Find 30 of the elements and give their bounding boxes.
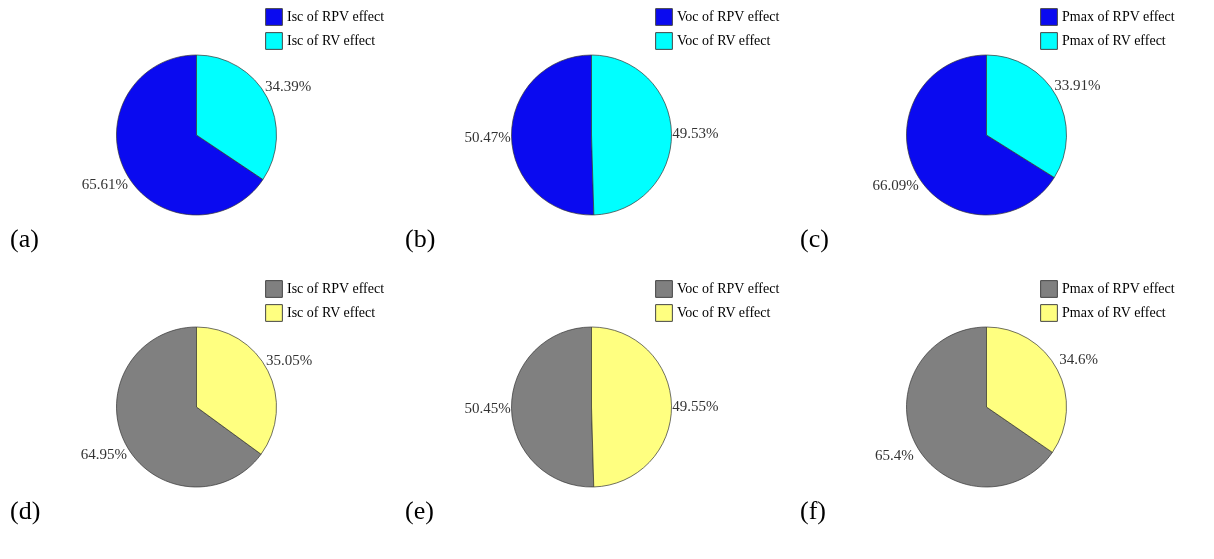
legend-label: Pmax of RPV effect [1062, 9, 1175, 24]
text: (d) [10, 496, 41, 525]
legend-label: Isc of RPV effect [287, 281, 385, 296]
data-label: 65.4% [875, 447, 914, 464]
data-label: 66.09% [872, 177, 919, 194]
data-label: 50.45% [464, 400, 511, 417]
legend-label: Voc of RPV effect [677, 281, 780, 296]
legend-label: Isc of RPV effect [287, 9, 385, 24]
data-label: 65.61% [81, 175, 128, 192]
text: (e) [405, 496, 434, 525]
legend-label: Voc of RV effect [677, 305, 771, 320]
data-label: 49.53% [672, 125, 719, 142]
legend-label: Isc of RV effect [287, 305, 376, 320]
legend-label: Isc of RV effect [287, 33, 376, 48]
legend-label: Voc of RV effect [677, 33, 771, 48]
data-label: 34.39% [265, 78, 312, 95]
legend-label: Voc of RPV effect [677, 9, 780, 24]
legend-label: Pmax of RPV effect [1062, 281, 1175, 296]
data-label: 64.95% [80, 446, 127, 463]
text: (a) [10, 224, 39, 253]
legend-label: Pmax of RV effect [1062, 305, 1166, 320]
data-label: 33.91% [1054, 76, 1101, 93]
data-label: 34.6% [1059, 350, 1098, 367]
legend-label: Pmax of RV effect [1062, 33, 1166, 48]
data-label: 35.05% [266, 351, 313, 368]
data-label: 50.47% [464, 128, 511, 145]
text: (b) [405, 224, 436, 253]
text: (c) [800, 224, 829, 253]
data-label: 49.55% [672, 397, 719, 414]
text: (f) [800, 496, 826, 525]
